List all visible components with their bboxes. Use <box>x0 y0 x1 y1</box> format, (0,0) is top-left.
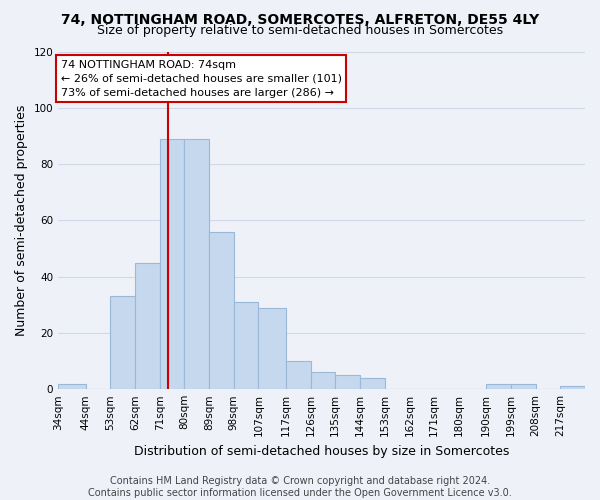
Bar <box>58 384 86 389</box>
Bar <box>209 232 234 389</box>
Text: 74 NOTTINGHAM ROAD: 74sqm
← 26% of semi-detached houses are smaller (101)
73% of: 74 NOTTINGHAM ROAD: 74sqm ← 26% of semi-… <box>61 60 342 98</box>
Bar <box>110 296 135 389</box>
Text: 74, NOTTINGHAM ROAD, SOMERCOTES, ALFRETON, DE55 4LY: 74, NOTTINGHAM ROAD, SOMERCOTES, ALFRETO… <box>61 12 539 26</box>
Bar <box>360 378 385 389</box>
Bar <box>234 302 259 389</box>
Bar <box>560 386 585 389</box>
Text: Contains HM Land Registry data © Crown copyright and database right 2024.
Contai: Contains HM Land Registry data © Crown c… <box>88 476 512 498</box>
Text: Size of property relative to semi-detached houses in Somercotes: Size of property relative to semi-detach… <box>97 24 503 37</box>
Bar <box>286 361 311 389</box>
Bar <box>511 384 536 389</box>
Bar <box>486 384 511 389</box>
Bar <box>311 372 335 389</box>
Bar <box>335 375 360 389</box>
Bar <box>259 308 286 389</box>
Bar <box>184 138 209 389</box>
Bar <box>135 262 160 389</box>
X-axis label: Distribution of semi-detached houses by size in Somercotes: Distribution of semi-detached houses by … <box>134 444 509 458</box>
Bar <box>160 138 184 389</box>
Y-axis label: Number of semi-detached properties: Number of semi-detached properties <box>15 104 28 336</box>
